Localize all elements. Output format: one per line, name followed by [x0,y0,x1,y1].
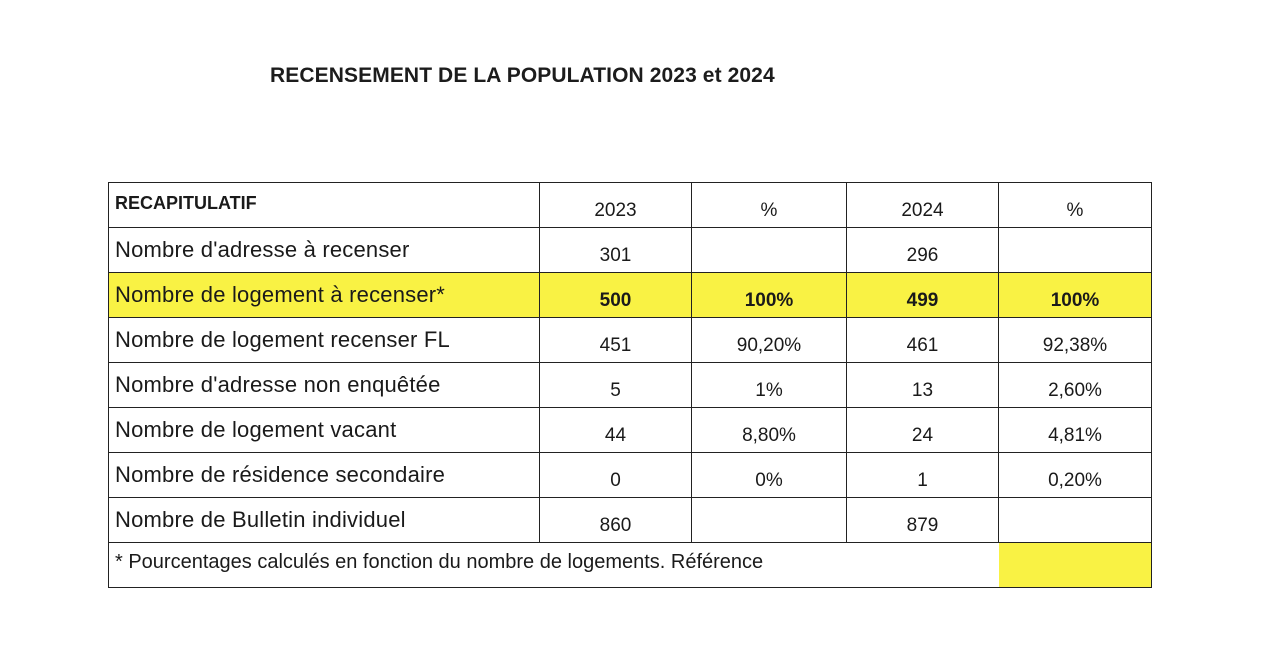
header-2023: 2023 [539,182,692,228]
cell-2023: 860 [539,497,692,543]
recap-table: RECAPITULATIF 2023 % 2024 % Nombre d'adr… [108,182,1152,588]
row-label: Nombre de résidence secondaire [108,452,540,498]
cell-pct-2024: 100% [998,272,1152,318]
footnote-row: * Pourcentages calculés en fonction du n… [108,542,1152,588]
header-recapitulatif: RECAPITULATIF [108,182,540,228]
cell-2023: 0 [539,452,692,498]
table-row: Nombre de résidence secondaire 0 0% 1 0,… [108,452,1152,498]
cell-2023: 451 [539,317,692,363]
cell-pct-2024: 4,81% [998,407,1152,453]
cell-2024: 1 [846,452,999,498]
cell-2023: 301 [539,227,692,273]
table-row-highlighted: Nombre de logement à recenser* 500 100% … [108,272,1152,318]
cell-2023: 5 [539,362,692,408]
table-row: Nombre de logement vacant 44 8,80% 24 4,… [108,407,1152,453]
cell-pct-2023 [691,227,847,273]
cell-pct-2024: 92,38% [998,317,1152,363]
table-row: Nombre de logement recenser FL 451 90,20… [108,317,1152,363]
row-label: Nombre de logement vacant [108,407,540,453]
cell-pct-2024 [998,497,1152,543]
table-header-row: RECAPITULATIF 2023 % 2024 % [108,182,1152,228]
cell-pct-2023: 1% [691,362,847,408]
cell-pct-2023 [691,497,847,543]
cell-pct-2023: 8,80% [691,407,847,453]
row-label: Nombre de logement à recenser* [108,272,540,318]
cell-pct-2024: 0,20% [998,452,1152,498]
cell-2024: 499 [846,272,999,318]
header-pct-2024: % [998,182,1152,228]
row-label: Nombre de Bulletin individuel [108,497,540,543]
cell-2023: 44 [539,407,692,453]
cell-pct-2023: 100% [691,272,847,318]
table-row: Nombre d'adresse non enquêtée 5 1% 13 2,… [108,362,1152,408]
row-label: Nombre de logement recenser FL [108,317,540,363]
header-2024: 2024 [846,182,999,228]
cell-2024: 13 [846,362,999,408]
table-row: Nombre de Bulletin individuel 860 879 [108,497,1152,543]
cell-2024: 24 [846,407,999,453]
cell-pct-2023: 90,20% [691,317,847,363]
reference-color-swatch [998,542,1152,588]
header-pct-2023: % [691,182,847,228]
cell-2024: 879 [846,497,999,543]
row-label: Nombre d'adresse à recenser [108,227,540,273]
row-label: Nombre d'adresse non enquêtée [108,362,540,408]
cell-pct-2024: 2,60% [998,362,1152,408]
document-title: RECENSEMENT DE LA POPULATION 2023 et 202… [270,64,775,87]
table-row: Nombre d'adresse à recenser 301 296 [108,227,1152,273]
cell-pct-2024 [998,227,1152,273]
cell-2024: 461 [846,317,999,363]
cell-pct-2023: 0% [691,452,847,498]
cell-2024: 296 [846,227,999,273]
footnote-text: * Pourcentages calculés en fonction du n… [108,542,999,588]
cell-2023: 500 [539,272,692,318]
